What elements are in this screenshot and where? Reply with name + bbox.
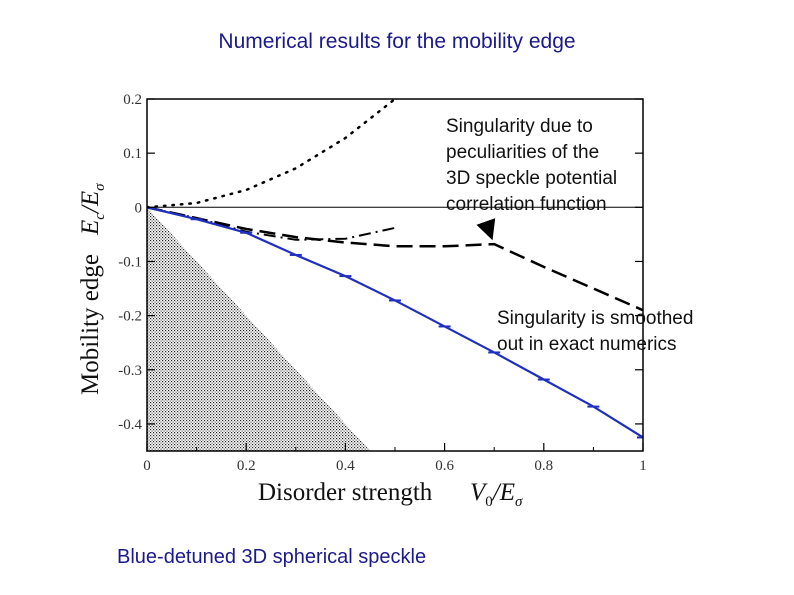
y-tick-label: -0.3 bbox=[118, 363, 142, 379]
x-tick-label: 1 bbox=[639, 458, 647, 474]
series-line-dash-dot bbox=[147, 206, 396, 241]
y-tick-label: 0 bbox=[135, 200, 143, 216]
x-tick-label: 0.2 bbox=[237, 458, 256, 474]
y-tick-label: -0.2 bbox=[118, 309, 142, 325]
y-axis-math-label: Ec/Eσ bbox=[77, 183, 108, 236]
y-tick-label: -0.4 bbox=[118, 417, 142, 433]
x-tick-label: 0 bbox=[143, 458, 151, 474]
series-line-dashed bbox=[147, 206, 643, 312]
y-tick-label: -0.1 bbox=[118, 254, 142, 270]
y-tick-label: 0.2 bbox=[123, 92, 142, 108]
series-line-dotted bbox=[147, 99, 397, 209]
x-axis-label: Disorder strength bbox=[258, 479, 433, 506]
y-axis-label: Mobility edge bbox=[77, 254, 104, 395]
x-tick-label: 0.6 bbox=[435, 458, 454, 474]
x-axis-math-label: V0/Eσ bbox=[470, 479, 523, 510]
annotation-arrow bbox=[476, 218, 496, 241]
x-tick-label: 0.4 bbox=[336, 458, 355, 474]
slide-title: Numerical results for the mobility edge bbox=[218, 30, 576, 53]
slide-caption: Blue-detuned 3D spherical speckle bbox=[117, 546, 427, 568]
annotation-2: Singularity is smoothed out in exact nume… bbox=[497, 308, 693, 355]
y-tick-label: 0.1 bbox=[123, 146, 142, 162]
forbidden-region-shading bbox=[147, 207, 371, 451]
annotation-1: Singularity due to peculiarities of the 3D… bbox=[446, 116, 617, 215]
x-tick-label: 0.8 bbox=[534, 458, 553, 474]
